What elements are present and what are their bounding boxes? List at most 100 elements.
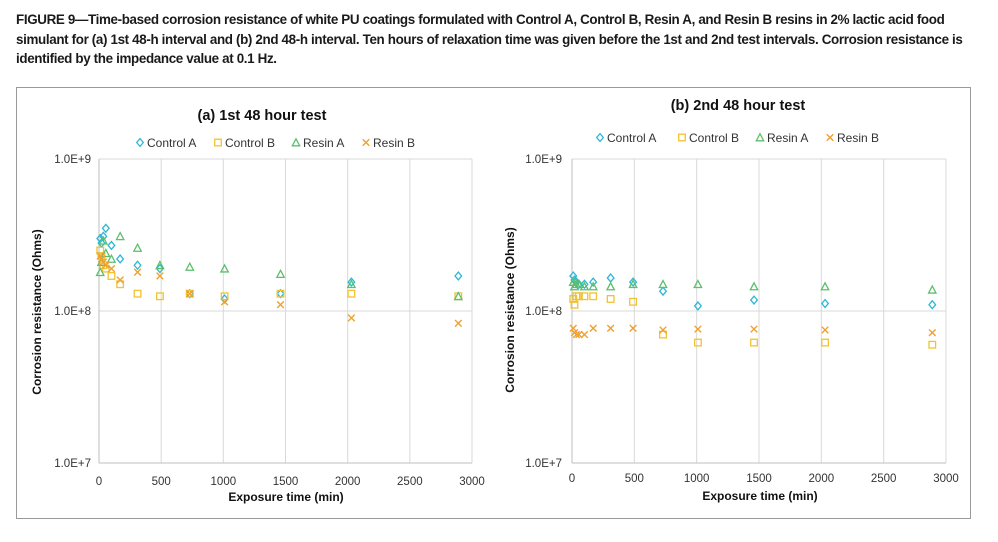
data-point-resin-b <box>116 276 124 284</box>
data-point-resin-a <box>693 279 703 289</box>
data-point-resin-b <box>580 330 589 339</box>
data-point-resin-b <box>659 326 667 334</box>
data-point-control-b <box>821 338 830 347</box>
data-point-resin-b <box>928 328 937 337</box>
data-point-resin-b <box>347 314 356 322</box>
data-point-resin-a <box>658 279 668 289</box>
legend-marker-control-b <box>678 133 686 142</box>
data-point-resin-b <box>572 330 581 339</box>
data-point-resin-b <box>133 268 142 276</box>
data-point-resin-a <box>132 242 143 252</box>
data-point-control-b <box>580 292 589 301</box>
x-tick-label: 1500 <box>273 476 299 488</box>
data-point-control-a <box>589 277 598 287</box>
x-tick-label: 2500 <box>397 476 423 488</box>
legend-label-resin-a: Resin A <box>303 136 344 150</box>
data-point-resin-a <box>749 281 759 291</box>
y-axis-title: Corrosion resistance (Ohms) <box>30 229 44 394</box>
data-point-resin-b <box>107 264 116 273</box>
x-tick-label: 1000 <box>684 473 710 485</box>
data-point-resin-a <box>95 267 106 277</box>
data-point-resin-a <box>101 248 111 258</box>
y-tick-label: 1.0E+7 <box>54 458 91 470</box>
data-point-control-b <box>133 289 142 298</box>
data-point-control-a <box>155 263 165 274</box>
chart-title: (b) 2nd 48 hour test <box>671 98 806 114</box>
legend-label-control-b: Control B <box>689 131 739 145</box>
data-point-resin-b <box>694 325 702 333</box>
legend-marker-resin-a <box>755 132 765 142</box>
legend-marker-control-a <box>135 137 145 148</box>
data-point-control-a <box>928 299 937 310</box>
data-point-control-a <box>693 301 703 311</box>
legend-label-resin-b: Resin B <box>837 131 879 145</box>
x-tick-label: 2000 <box>335 476 361 488</box>
x-tick-label: 2500 <box>871 473 897 485</box>
figure-caption-text: —Time-based corrosion resistance of whit… <box>16 12 963 66</box>
x-tick-label: 1000 <box>211 476 237 488</box>
data-point-resin-b <box>750 325 758 333</box>
figure-caption: FIGURE 9—Time-based corrosion resistance… <box>16 10 984 69</box>
legend-marker-resin-a <box>291 137 301 147</box>
x-tick-label: 2000 <box>809 473 835 485</box>
y-tick-label: 1.0E+8 <box>525 306 562 318</box>
data-point-control-a <box>749 295 759 305</box>
data-point-control-b <box>155 292 164 301</box>
data-point-resin-a <box>155 260 165 270</box>
x-tick-label: 3000 <box>933 473 959 485</box>
x-tick-label: 3000 <box>459 476 485 488</box>
data-point-control-b <box>96 246 105 255</box>
data-point-resin-a <box>588 281 598 291</box>
data-point-resin-b <box>185 289 194 298</box>
plot-area: 0 500 1000 1500 2000 2500 3000 1.0E+7 1.0E+8 1.0E… <box>54 154 485 488</box>
legend-label-control-a: Control A <box>147 136 196 150</box>
data-point-control-a <box>99 231 108 242</box>
data-point-control-b <box>750 338 758 347</box>
data-point-control-b <box>589 292 598 301</box>
y-tick-label: 1.0E+9 <box>525 154 562 166</box>
data-point-resin-b <box>102 261 110 270</box>
x-tick-label: 500 <box>152 476 171 488</box>
legend: Control A Control B Resin A Resin B <box>595 131 879 145</box>
data-point-control-b <box>606 295 615 303</box>
data-point-control-b <box>693 338 702 347</box>
data-point-resin-a <box>579 281 590 291</box>
plot-area: 0 500 1000 1500 2000 2500 3000 1.0E+7 1.0E+8 1.0E… <box>525 154 959 485</box>
data-point-control-b <box>570 300 579 309</box>
data-point-control-a <box>107 240 116 251</box>
data-point-control-a <box>101 223 110 234</box>
x-tick-label: 0 <box>96 476 102 488</box>
y-axis-title: Corrosion resistance (Ohms) <box>503 227 517 392</box>
data-point-control-b <box>347 289 356 298</box>
legend-marker-control-a <box>595 132 605 143</box>
data-point-resin-a <box>98 235 109 245</box>
data-point-control-b <box>629 297 638 306</box>
legend-marker-resin-b <box>362 138 370 147</box>
legend-label-control-b: Control B <box>225 136 275 150</box>
data-point-control-a <box>628 277 638 287</box>
data-point-resin-b <box>629 324 637 333</box>
data-point-resin-a <box>115 231 125 241</box>
data-point-control-b <box>185 289 194 298</box>
data-point-resin-a <box>574 279 584 289</box>
data-point-control-a <box>580 279 589 290</box>
data-point-control-a <box>820 298 830 309</box>
data-point-resin-b <box>575 330 583 339</box>
data-point-resin-b <box>276 300 285 309</box>
x-tick-label: 500 <box>625 473 644 485</box>
data-point-control-b <box>107 272 116 280</box>
data-point-control-a <box>454 271 463 281</box>
data-point-resin-b <box>220 297 229 306</box>
legend-marker-control-b <box>214 138 222 147</box>
legend-label-resin-a: Resin A <box>767 131 808 145</box>
y-tick-label: 1.0E+9 <box>54 154 91 166</box>
y-tick-label: 1.0E+7 <box>525 458 562 470</box>
data-point-control-b <box>574 292 583 301</box>
data-point-resin-b <box>589 324 597 333</box>
data-point-control-b <box>928 340 937 349</box>
data-point-control-a <box>133 260 142 271</box>
legend-marker-resin-b <box>826 133 834 142</box>
x-tick-label: 0 <box>569 473 575 485</box>
data-point-resin-a <box>453 291 464 301</box>
